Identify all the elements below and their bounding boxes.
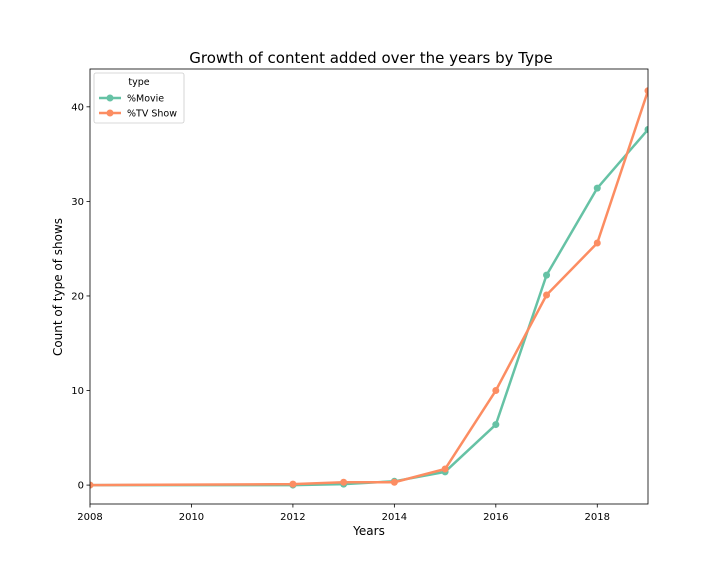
chart-title: Growth of content added over the years b… (189, 49, 553, 67)
data-point-tv-show (390, 478, 398, 486)
plot-frame (89, 68, 649, 505)
legend-box (93, 72, 185, 124)
series-line-movie (90, 128, 648, 487)
data-point-tv-show (543, 291, 551, 299)
data-point-tv-show (441, 465, 449, 473)
y-tick-label: 0 (78, 481, 84, 492)
plot-area (90, 87, 648, 489)
data-point-movie (593, 184, 601, 192)
data-point-tv-show (340, 478, 348, 486)
axis-ticks: 2008 2010 2012 2014 2016 2018 0 10 20 30 40 (71, 102, 610, 523)
x-tick-label: 2014 (382, 512, 407, 523)
series-line-tv-show (90, 89, 648, 487)
y-tick-label: 10 (71, 386, 84, 397)
legend-title: type (128, 77, 149, 88)
y-axis-label: Count of type of shows (51, 218, 65, 356)
legend: type %Movie %TV Show (93, 72, 185, 124)
data-point-tv-show (90, 481, 94, 489)
data-point-tv-show (492, 387, 500, 395)
legend-marker-movie (106, 94, 114, 102)
x-tick-label: 2018 (585, 512, 610, 523)
data-point-tv-show (644, 87, 648, 95)
y-tick-label: 30 (71, 197, 84, 208)
x-tick-label: 2012 (280, 512, 305, 523)
data-point-movie (492, 421, 500, 429)
data-point-movie (644, 126, 648, 134)
x-axis-label: Years (352, 524, 385, 538)
x-tick-label: 2008 (77, 512, 102, 523)
data-point-movie (543, 271, 551, 279)
y-tick-label: 20 (71, 291, 84, 302)
legend-label-tv-show: %TV Show (127, 109, 177, 120)
data-point-tv-show (289, 480, 297, 488)
legend-label-movie: %Movie (127, 94, 164, 105)
data-point-tv-show (593, 239, 601, 247)
series-group (90, 87, 648, 489)
y-tick-label: 40 (71, 102, 84, 113)
legend-marker-tv-show (106, 109, 114, 117)
x-tick-label: 2016 (483, 512, 508, 523)
x-tick-label: 2010 (179, 512, 204, 523)
